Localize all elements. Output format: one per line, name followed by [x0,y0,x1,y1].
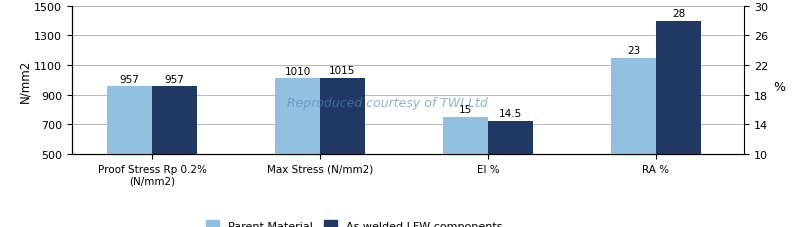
Text: 15: 15 [459,105,472,115]
Text: 28: 28 [672,9,685,19]
Legend: Parent Material, As welded LFW components: Parent Material, As welded LFW component… [202,216,507,227]
Bar [152,87,197,154]
Text: 23: 23 [627,46,640,56]
Bar [107,87,152,154]
Text: 14.5: 14.5 [498,109,522,118]
Bar [656,22,701,154]
Bar [488,121,533,154]
Bar [611,58,656,154]
Y-axis label: %: % [773,81,785,94]
Bar [320,78,365,154]
Bar [443,118,488,154]
Text: 957: 957 [165,74,184,84]
Text: 957: 957 [120,74,139,84]
Text: 1015: 1015 [330,66,355,76]
Text: 1010: 1010 [285,67,310,76]
Bar [275,79,320,154]
Y-axis label: N/mm2: N/mm2 [18,59,31,102]
Text: Reproduced courtesy of TWI Ltd: Reproduced courtesy of TWI Ltd [287,96,488,109]
